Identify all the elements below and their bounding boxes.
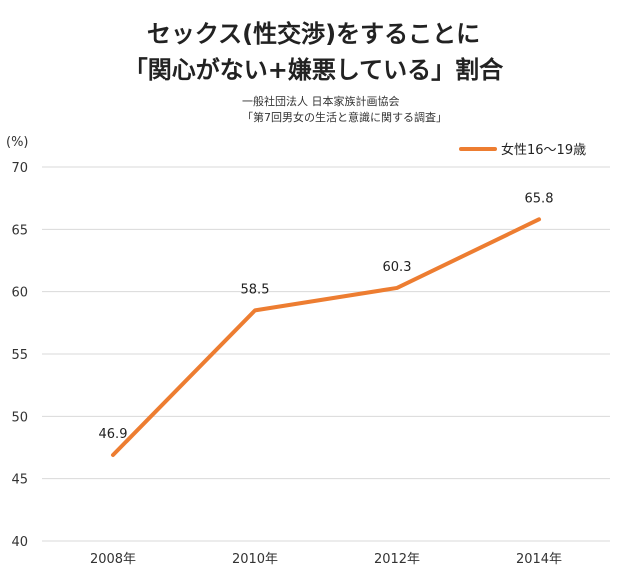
chart-title-line1: セックス(性交渉)をすることに bbox=[146, 20, 481, 48]
data-label: 46.9 bbox=[99, 427, 128, 442]
y-axis-unit: (%) bbox=[6, 135, 29, 150]
x-tick-label: 2012年 bbox=[374, 552, 420, 567]
x-tick-label: 2014年 bbox=[516, 552, 562, 567]
data-label: 60.3 bbox=[383, 260, 412, 275]
y-axis-ticks: 40 45 50 55 60 65 70 bbox=[11, 161, 28, 550]
source-organization: 一般社団法人 日本家族計画協会 bbox=[242, 95, 400, 108]
y-tick-label: 45 bbox=[11, 473, 28, 488]
x-tick-label: 2010年 bbox=[232, 552, 278, 567]
series-group bbox=[111, 217, 541, 457]
gridlines bbox=[42, 166, 610, 542]
data-label: 65.8 bbox=[525, 191, 554, 206]
source-survey: 「第7回男女の生活と意識に関する調査」 bbox=[242, 111, 447, 124]
data-labels: 46.9 58.5 60.3 65.8 bbox=[99, 191, 554, 442]
y-tick-label: 40 bbox=[11, 535, 28, 550]
y-tick-label: 70 bbox=[11, 161, 28, 176]
y-tick-label: 60 bbox=[11, 286, 28, 301]
y-tick-label: 65 bbox=[11, 223, 28, 238]
series-line bbox=[111, 217, 541, 457]
chart-title-line2: 「関心がない+嫌悪している」割合 bbox=[123, 56, 504, 84]
legend-label: 女性16〜19歳 bbox=[501, 142, 586, 158]
y-tick-label: 55 bbox=[11, 348, 28, 363]
x-tick-label: 2008年 bbox=[90, 552, 136, 567]
data-label: 58.5 bbox=[241, 282, 270, 297]
x-axis-ticks: 2008年 2010年 2012年 2014年 bbox=[90, 552, 562, 567]
y-tick-label: 50 bbox=[11, 410, 28, 425]
legend: 女性16〜19歳 bbox=[459, 142, 586, 158]
